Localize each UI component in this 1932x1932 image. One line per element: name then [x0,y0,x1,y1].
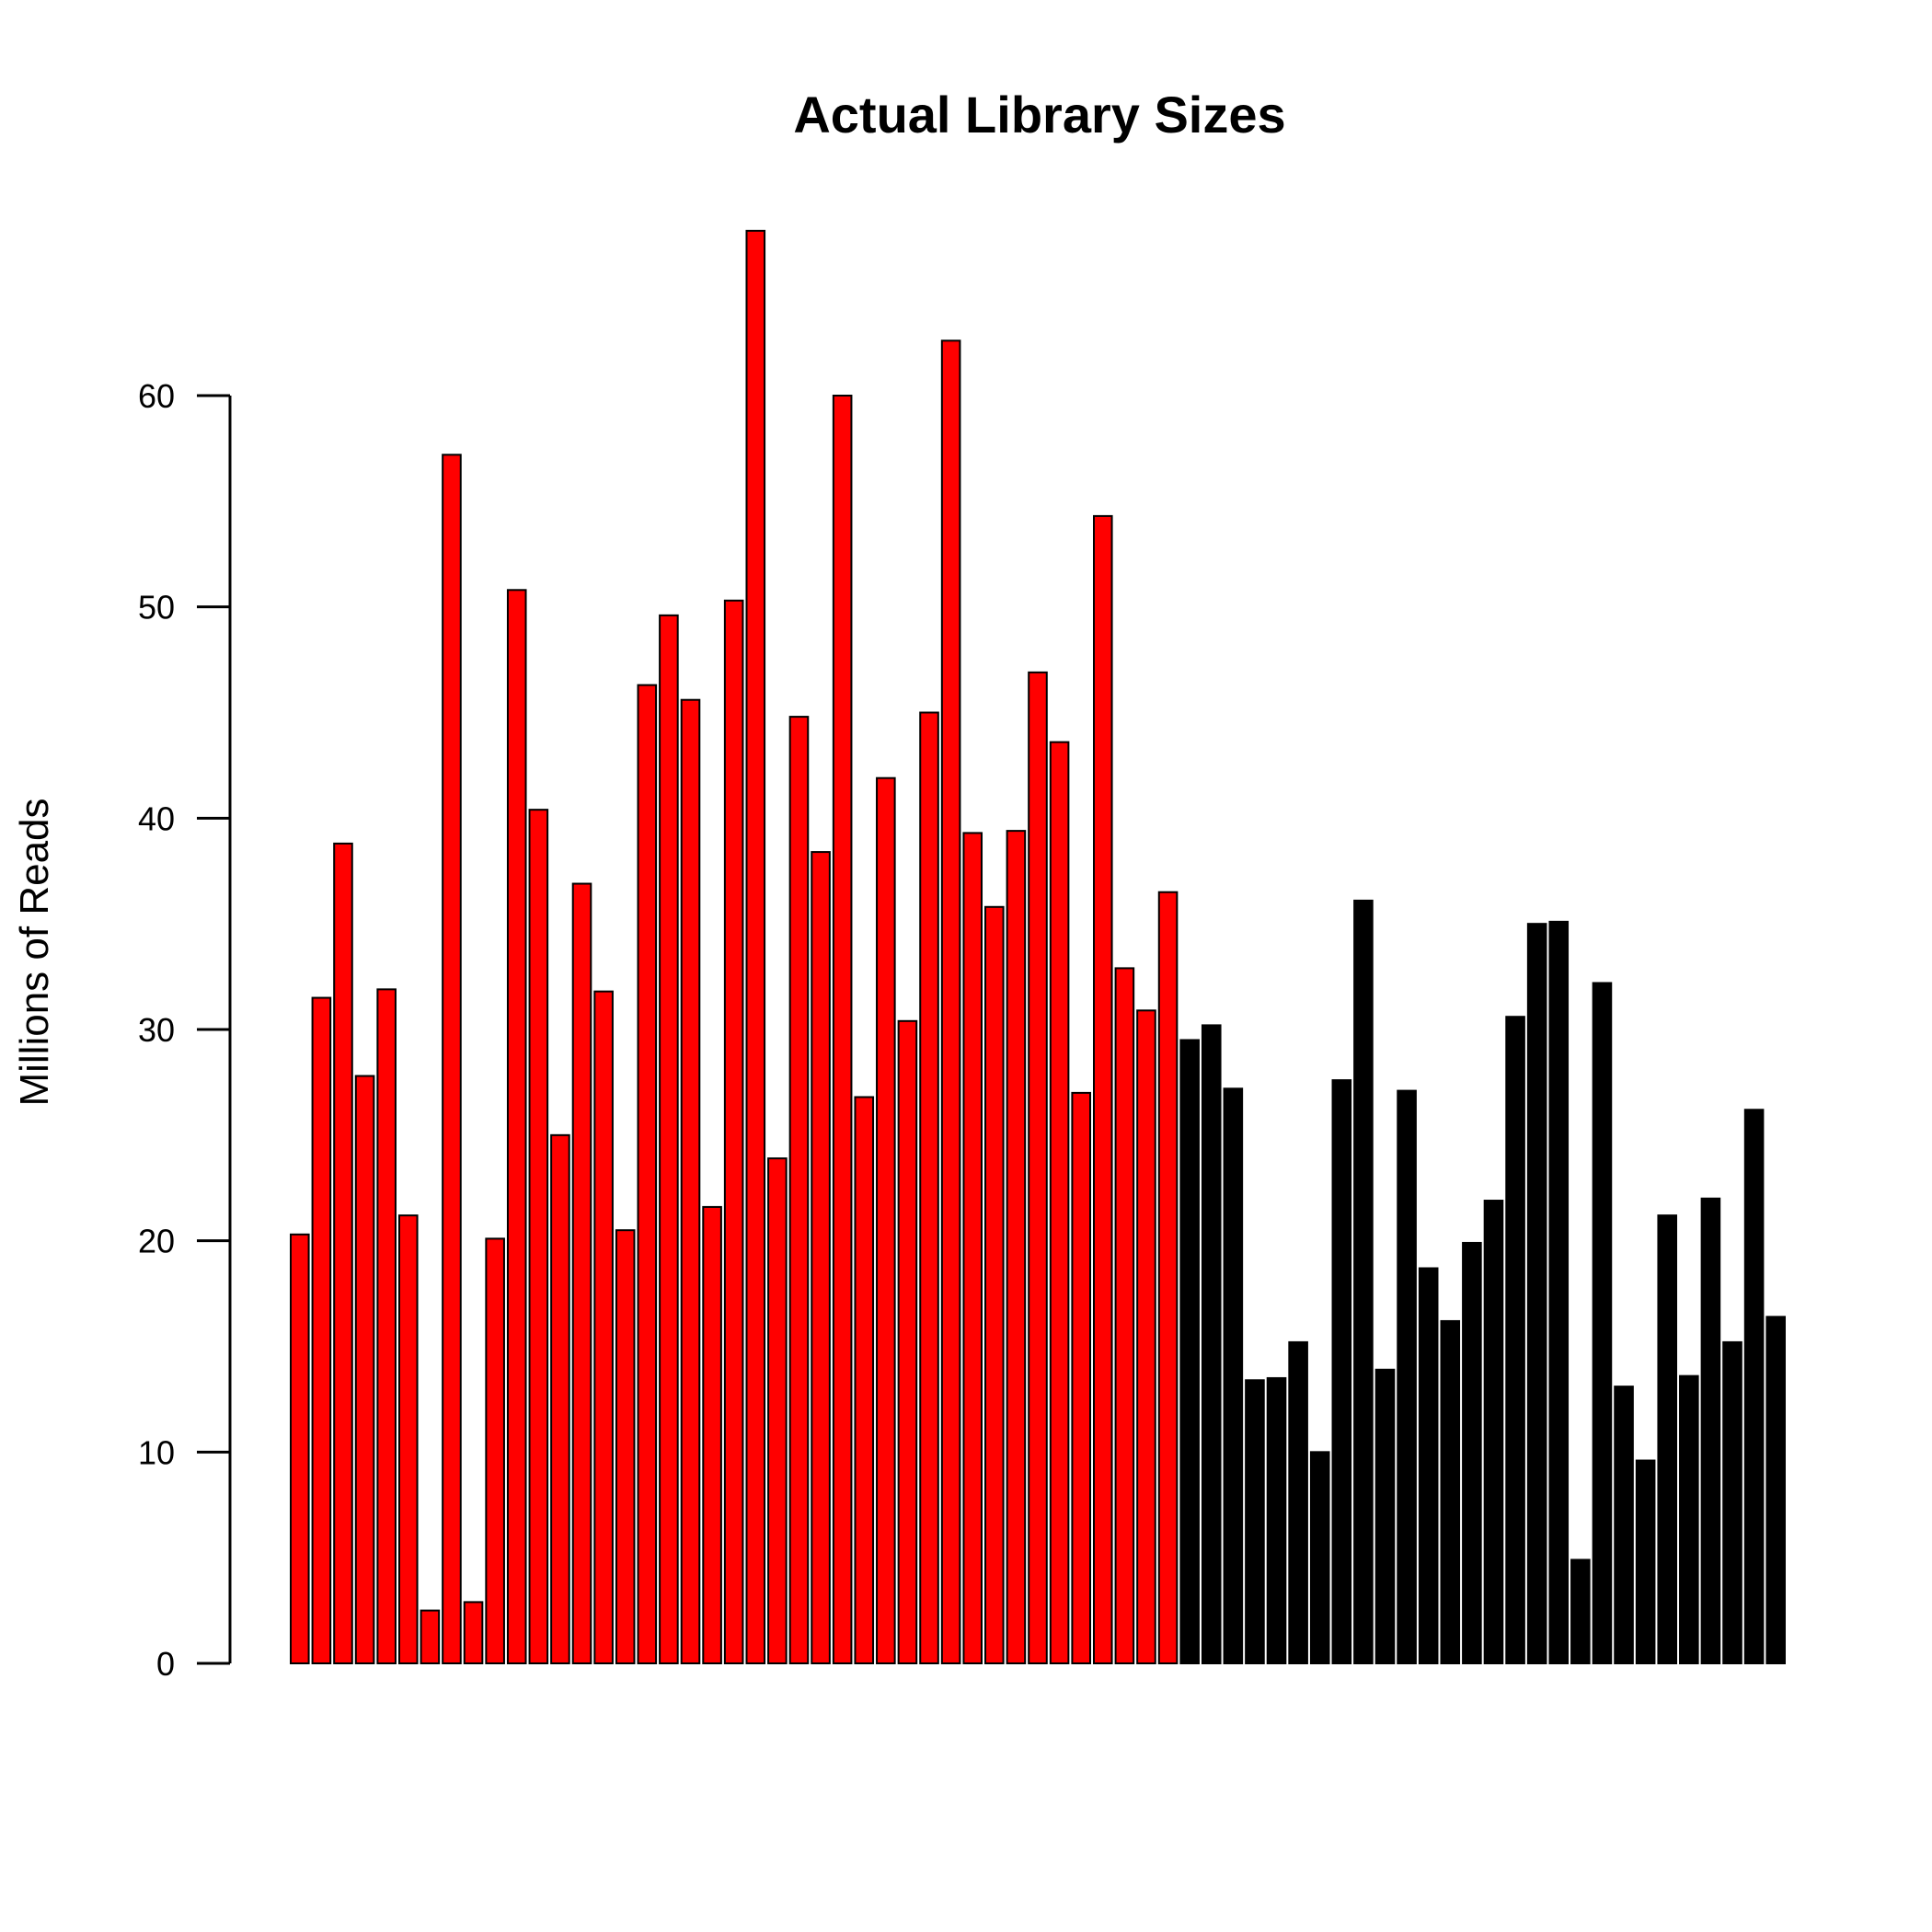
y-axis: 0 10 20 30 40 50 60 [138,377,232,1683]
bar [485,1237,505,1664]
bar [550,1133,570,1664]
bar [1157,891,1179,1664]
bar [1765,1316,1787,1664]
bar [1028,671,1048,1664]
bar [897,1019,918,1665]
bar [1505,1016,1525,1664]
bar [1397,1089,1417,1664]
bar [919,711,939,1664]
bar [463,1601,484,1665]
bar [1245,1379,1265,1664]
bar [1743,1109,1765,1664]
y-tick-label: 50 [138,589,175,627]
bar [1722,1340,1742,1665]
bar [420,1609,441,1664]
bar [702,1205,722,1665]
bar [528,809,549,1664]
bar [593,990,614,1665]
bar [571,882,592,1664]
bar [615,1229,636,1665]
y-tick-label: 40 [138,799,175,837]
bar [1418,1267,1439,1665]
y-tick-label: 30 [138,1011,175,1049]
bar [1006,830,1027,1664]
bar [1374,1368,1396,1664]
bar [1657,1214,1678,1664]
chart-title: Actual Library Sizes [793,86,1285,144]
bar [1071,1091,1091,1664]
bar [876,776,896,1664]
bar [397,1214,419,1664]
bar [1679,1374,1699,1665]
bar [745,229,766,1665]
bar [1201,1024,1222,1665]
bars [290,229,1787,1665]
bar [1179,1039,1200,1664]
bar [1635,1459,1656,1665]
bar [767,1157,788,1664]
bar [1331,1079,1352,1664]
bar [506,589,527,1664]
bar [1288,1340,1308,1665]
bar [1114,967,1135,1664]
bar [832,395,853,1664]
bar [1309,1451,1330,1664]
bar [940,339,961,1664]
bar [1353,899,1374,1664]
bar [1483,1200,1504,1665]
bar [1136,1009,1156,1664]
y-tick-label: 0 [156,1645,175,1683]
bar [1266,1376,1287,1664]
bar [376,988,397,1664]
bar [333,842,353,1664]
bar [1462,1241,1482,1664]
bar [1592,982,1613,1664]
bar [1614,1386,1634,1664]
bar [354,1075,375,1664]
bar [1049,741,1070,1664]
bar [1440,1319,1461,1664]
y-tick-label: 60 [138,377,175,415]
bar [680,698,701,1664]
y-tick-label: 10 [138,1433,175,1471]
bar [811,851,831,1664]
bar [1700,1197,1721,1664]
bar [311,996,332,1665]
bar [1223,1087,1244,1665]
bar [854,1096,875,1664]
bar [1570,1558,1591,1664]
bar [290,1233,310,1665]
bar [637,684,658,1664]
y-tick-label: 20 [138,1223,175,1260]
bar [723,599,744,1664]
bar [1548,920,1570,1664]
bar [1092,514,1113,1664]
bar [1526,923,1547,1664]
bar [442,454,462,1664]
bar [984,905,1005,1664]
y-axis-label: Millions of Reads [12,798,57,1106]
bar [659,614,679,1664]
bar [788,716,810,1665]
bar [962,832,983,1664]
